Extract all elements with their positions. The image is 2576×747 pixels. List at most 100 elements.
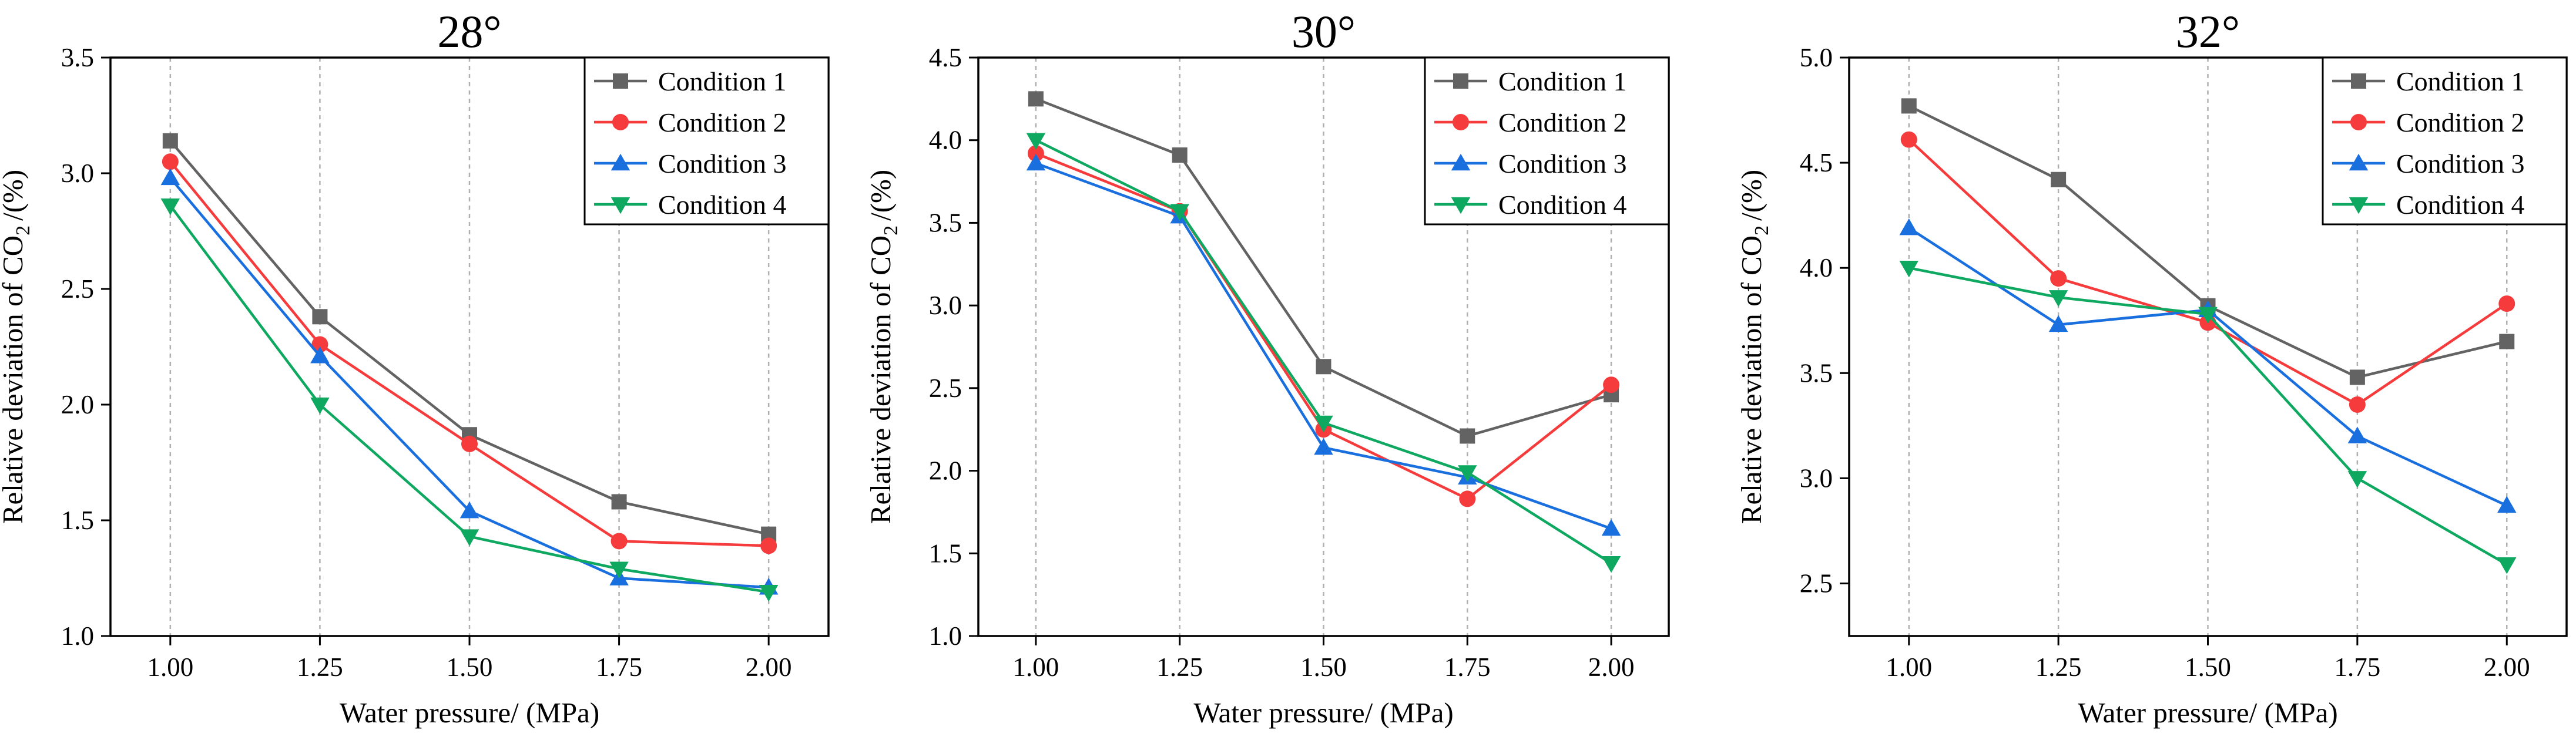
x-axis-label: Water pressure/ (MPa) [1193, 696, 1453, 729]
legend-marker-2 [612, 114, 629, 130]
series-4 [1026, 133, 1621, 573]
series-3-point-2 [310, 346, 330, 364]
series-2-point-4 [2349, 396, 2366, 413]
plot-frame [109, 56, 830, 637]
y-tick-label-5: 3.0 [61, 159, 94, 188]
series-3-point-3 [459, 501, 479, 519]
series-1-point-2 [1172, 147, 1188, 163]
x-tick-label-2: 1.25 [1156, 652, 1203, 682]
series-4-point-4 [2347, 471, 2367, 488]
series-2-point-1 [1027, 145, 1044, 162]
y-tick-label-3: 2.0 [929, 456, 962, 486]
series-4-point-2 [1170, 204, 1189, 221]
series-4-point-3 [459, 529, 479, 546]
x-tick-label-5: 2.00 [1588, 652, 1635, 682]
series-2 [162, 153, 777, 554]
legend-label-2: Condition 2 [2396, 107, 2525, 137]
legend-marker-3 [1451, 153, 1471, 171]
legend-label-4: Condition 4 [658, 190, 787, 220]
series-1-point-1 [1028, 91, 1044, 107]
legend: Condition 1 Condition 2 Condition 3 Conditi… [583, 56, 830, 226]
series-4 [160, 198, 779, 602]
legend: Condition 1 Condition 2 Condition 3 Conditi… [2322, 56, 2568, 226]
series-1-point-2 [2051, 171, 2067, 187]
y-tick-label-6: 3.5 [61, 43, 94, 72]
series-3-point-5 [2497, 496, 2517, 513]
series-2-point-5 [2498, 295, 2515, 312]
x-tick-label-4: 1.75 [2334, 652, 2381, 682]
y-tick-label-5: 3.0 [929, 291, 962, 320]
x-axis-label: Water pressure/ (MPa) [2078, 696, 2337, 729]
legend-label-1: Condition 1 [1498, 66, 1627, 96]
x-tick-label-4: 1.75 [596, 652, 642, 682]
series-4-point-4 [1458, 465, 1477, 482]
series-2-point-1 [1900, 131, 1917, 148]
series-4-point-1 [1899, 260, 1918, 278]
series-4-point-5 [1601, 556, 1621, 573]
x-tick-label-1: 1.00 [147, 652, 193, 682]
legend-label-3: Condition 3 [1498, 149, 1627, 179]
series-3-point-5 [1601, 519, 1621, 536]
series-4-point-1 [1026, 133, 1046, 150]
x-tick-label-3: 1.50 [2185, 652, 2231, 682]
series-3-point-3 [1314, 438, 1333, 455]
legend-marker-4 [611, 197, 630, 214]
chart-panel-3: 1.00 1.25 1.50 1.75 2.00 2.5 3.0 3.5 4.0 4.5 5.0 32… [1735, 6, 2568, 729]
series-1-point-3 [1316, 359, 1331, 375]
y-tick-label-4: 2.5 [61, 274, 94, 304]
series-4-point-5 [759, 584, 779, 602]
x-tick-label-3: 1.50 [447, 652, 493, 682]
series-1 [1028, 91, 1619, 444]
y-tick-label-2: 3.0 [1800, 463, 1833, 493]
series-1-point-1 [162, 133, 178, 149]
series-4-point-2 [310, 397, 330, 415]
series-3-point-1 [1899, 218, 1918, 235]
series-1-point-4 [611, 494, 627, 510]
series-2-point-2 [2050, 270, 2067, 287]
series-4 [1899, 260, 2517, 574]
y-tick-label-8: 4.5 [929, 43, 962, 72]
chart-title: 32° [2176, 6, 2240, 57]
legend-label-3: Condition 3 [2396, 149, 2525, 179]
legend-label-4: Condition 4 [2396, 190, 2525, 220]
x-axis-label: Water pressure/ (MPa) [340, 696, 599, 729]
series-2-point-5 [760, 537, 777, 554]
legend-label-3: Condition 3 [658, 149, 787, 179]
chart-panel-2: 1.00 1.25 1.50 1.75 2.00 1.0 1.5 2.0 2.5 3.0 3.5 4.… [864, 6, 1670, 729]
x-tick-label-1: 1.00 [1886, 652, 1932, 682]
y-tick-label-1: 1.0 [61, 621, 94, 651]
chart-title: 30° [1292, 6, 1356, 57]
legend: Condition 1 Condition 2 Condition 3 Conditi… [1424, 56, 1670, 226]
legend-label-1: Condition 1 [2396, 66, 2525, 96]
legend-marker-1 [2351, 73, 2366, 89]
series-2-point-4 [611, 533, 628, 550]
x-tick-label-2: 1.25 [2035, 652, 2082, 682]
y-tick-label-1: 1.0 [929, 621, 962, 651]
y-tick-label-5: 4.5 [1800, 148, 1833, 177]
series-4-point-4 [609, 561, 629, 578]
series-4-point-3 [2198, 307, 2218, 324]
series-1-point-2 [312, 309, 328, 325]
x-tick-label-1: 1.00 [1013, 652, 1059, 682]
series-4-point-1 [160, 198, 180, 216]
x-tick-label-2: 1.25 [297, 652, 343, 682]
chart-panel-1: 1.00 1.25 1.50 1.75 2.00 1.0 1.5 2.0 2.5 3.0 3.5 28… [0, 6, 830, 729]
series-4-point-2 [2048, 290, 2068, 307]
series-3-point-4 [2347, 426, 2367, 443]
series-2-point-4 [1459, 490, 1476, 507]
series-2-point-3 [461, 435, 478, 452]
y-axis-label: Relative deviation of CO2/(%) [1735, 170, 1773, 524]
legend-marker-2 [2350, 114, 2367, 130]
series-1 [162, 133, 777, 542]
series-2-point-5 [1603, 376, 1620, 393]
legend-label-4: Condition 4 [1498, 190, 1627, 220]
y-tick-label-2: 1.5 [929, 539, 962, 568]
legend-label-2: Condition 2 [658, 107, 787, 137]
y-tick-label-6: 3.5 [929, 208, 962, 237]
series-1-point-4 [2349, 369, 2365, 385]
series-1-point-4 [1460, 428, 1475, 444]
y-tick-label-2: 1.5 [61, 506, 94, 535]
series-4-point-3 [1314, 415, 1333, 433]
y-tick-label-7: 4.0 [929, 126, 962, 155]
